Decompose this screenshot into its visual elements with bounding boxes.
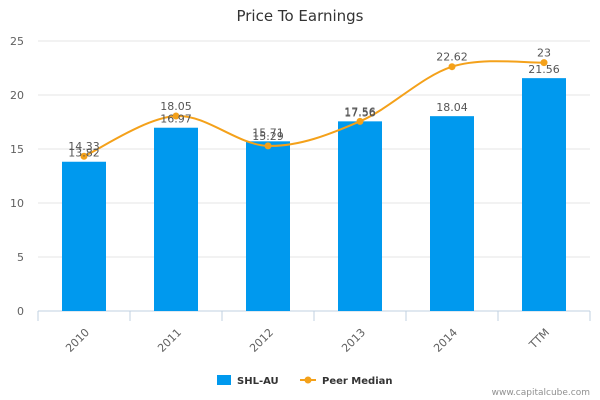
x-tick-label-2013: 2013 [339,326,368,355]
line-series [80,59,548,160]
legend: SHL-AU Peer Median [217,375,393,387]
credit-text: www.capitalcube.com [492,388,590,398]
bar-2014 [430,116,474,311]
bar-2012 [246,141,290,311]
bar-data-label-2013: 17.56 [344,106,376,119]
y-tick-label-20: 20 [10,89,24,102]
x-tick-label-2012: 2012 [247,326,276,355]
legend-swatch-peer-median-marker [304,376,312,384]
peer-median-data-label-2013: 17.56 [344,105,376,118]
bar-data-label-2012: 15.71 [252,126,284,139]
chart-title: Price To Earnings [236,7,363,25]
peer-median-point-2013 [356,117,364,125]
x-axis: 2010 2011 2012 2013 2014 TTM [37,310,591,355]
bar-2013 [338,121,382,312]
grid [38,40,590,258]
peer-median-data-label-2010: 14.33 [68,140,100,153]
peer-median-point-ttm [540,59,548,67]
y-tick-label-25: 25 [10,35,24,48]
legend-label-shl-au: SHL-AU [237,376,279,387]
bar-data-label-ttm: 21.56 [528,63,560,76]
peer-median-data-label-2012: 15.29 [252,130,284,143]
peer-median-data-label-2011: 18.05 [160,100,192,113]
x-tick-label-2011: 2011 [155,326,184,355]
y-axis: 0 5 10 15 20 25 [10,35,24,318]
legend-swatch-shl-au [217,375,231,385]
bar-data-label-2014: 18.04 [436,101,468,114]
peer-median-data-label-ttm: 23 [537,47,551,60]
peer-median-point-2011 [172,112,180,120]
x-tick-label-ttm: TTM [526,326,552,352]
peer-median-point-2010 [80,152,88,160]
x-tick-label-2014: 2014 [431,326,460,355]
bar-data-label-2011: 16.97 [160,113,192,126]
bar-series [62,78,566,312]
legend-label-peer-median: Peer Median [322,376,393,387]
y-tick-label-15: 15 [10,143,24,156]
bar-data-label-2010: 13.82 [68,147,100,160]
peer-median-point-2012 [264,142,272,150]
peer-median-data-label-2014: 22.62 [436,51,468,64]
peer-median-line [83,60,545,158]
y-tick-label-10: 10 [10,197,24,210]
y-tick-label-0: 0 [17,305,24,318]
y-tick-label-5: 5 [17,251,24,264]
peer-median-point-2014 [448,63,456,71]
data-labels: 13.82 16.97 15.71 17.56 18.04 21.56 14.33 18.05… [68,47,560,160]
bar-ttm [522,78,566,311]
x-tick-label-2010: 2010 [63,326,92,355]
bar-2010 [62,161,106,311]
bar-2011 [154,127,198,311]
